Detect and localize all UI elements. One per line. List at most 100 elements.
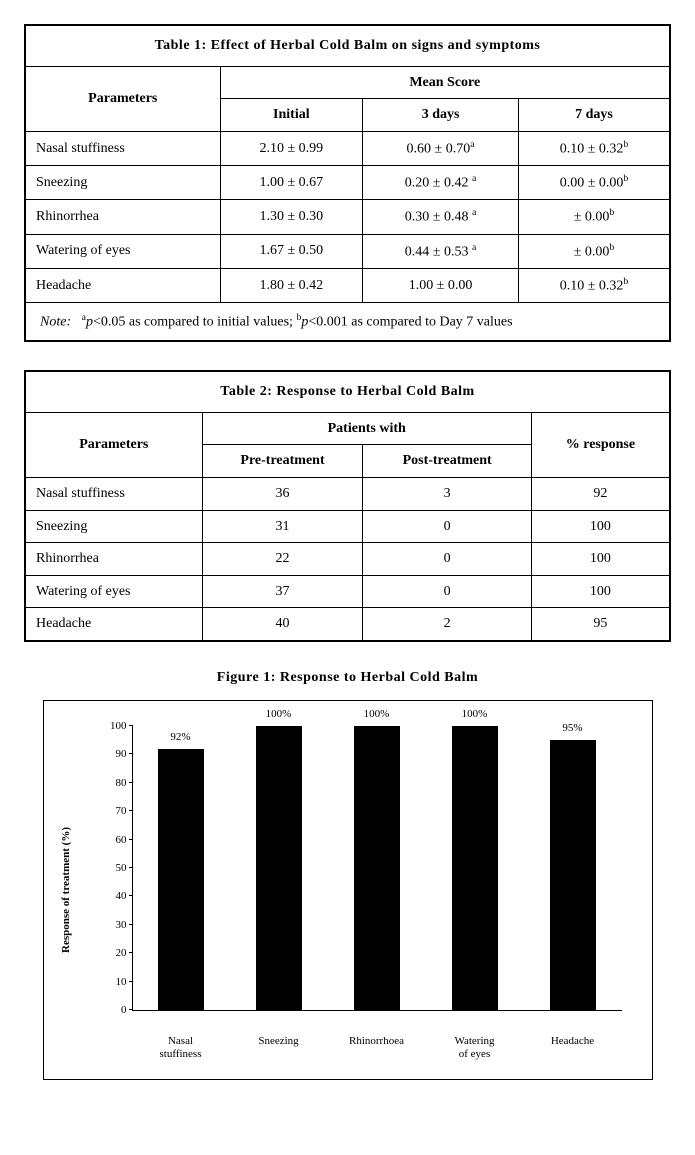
table-2-col-pre: Pre-treatment <box>202 445 363 478</box>
bar-slot: 100% <box>328 726 426 1011</box>
figure-1-yaxis-title: Response of treatment (%) <box>60 827 72 953</box>
cell-resp: 100 <box>531 575 669 608</box>
ytick-label: 10 <box>89 976 127 988</box>
bar-slot: 95% <box>524 726 622 1011</box>
cell-3days: 0.30 ± 0.48 a <box>363 200 519 234</box>
ytick-label: 50 <box>89 862 127 874</box>
cell-3days: 0.20 ± 0.42 a <box>363 166 519 200</box>
xtick-label: Watering of eyes <box>426 1035 524 1061</box>
bar-slot: 100% <box>426 726 524 1011</box>
cell-resp: 95 <box>531 608 669 641</box>
table-2-col-post: Post-treatment <box>363 445 531 478</box>
table-1: Table 1: Effect of Herbal Cold Balm on s… <box>24 24 671 342</box>
cell-7days: ± 0.00b <box>519 200 670 234</box>
table-2-table: Table 2: Response to Herbal Cold Balm Pa… <box>25 371 670 641</box>
table-row: Nasal stuffiness36392 <box>26 478 670 511</box>
note-label: Note: <box>40 315 71 330</box>
cell-post: 0 <box>363 575 531 608</box>
bar-slot: 92% <box>132 726 230 1011</box>
note-text-b: <0.001 as compared to Day 7 values <box>308 315 512 330</box>
cell-7days: 0.10 ± 0.32b <box>519 268 670 302</box>
table-2-header-row-1: Parameters Patients with % response <box>26 412 670 445</box>
cell-pre: 40 <box>202 608 363 641</box>
ytick-label: 0 <box>89 1004 127 1016</box>
table-row: Rhinorrhea220100 <box>26 543 670 576</box>
param-cell: Watering of eyes <box>26 575 203 608</box>
table-2-param-header: Parameters <box>26 412 203 477</box>
bar-value-label: 95% <box>562 722 582 734</box>
table-row: Nasal stuffiness2.10 ± 0.990.60 ± 0.70a0… <box>26 131 670 165</box>
cell-pre: 36 <box>202 478 363 511</box>
bar: 100% <box>256 726 302 1011</box>
table-1-table: Table 1: Effect of Herbal Cold Balm on s… <box>25 25 670 341</box>
cell-7days: 0.00 ± 0.00b <box>519 166 670 200</box>
table-2-resp-header: % response <box>531 412 669 477</box>
figure-1-title: Figure 1: Response to Herbal Cold Balm <box>24 670 671 686</box>
bar: 100% <box>354 726 400 1011</box>
table-2-group-header: Patients with <box>202 412 531 445</box>
table-1-col-initial: Initial <box>220 99 363 132</box>
table-1-title-row: Table 1: Effect of Herbal Cold Balm on s… <box>26 26 670 67</box>
ytick-label: 90 <box>89 748 127 760</box>
cell-3days: 1.00 ± 0.00 <box>363 268 519 302</box>
param-cell: Nasal stuffiness <box>26 131 221 165</box>
ytick-label: 40 <box>89 890 127 902</box>
figure-1-xlabels: Nasal stuffinessSneezingRhinorrhoeaWater… <box>132 1035 622 1061</box>
figure-1-plot-area: 0102030405060708090100 92%100%100%100%95… <box>132 726 622 1011</box>
cell-7days: 0.10 ± 0.32b <box>519 131 670 165</box>
cell-post: 3 <box>363 478 531 511</box>
cell-resp: 92 <box>531 478 669 511</box>
bar-slot: 100% <box>230 726 328 1011</box>
table-2: Table 2: Response to Herbal Cold Balm Pa… <box>24 370 671 642</box>
bar-value-label: 100% <box>266 708 292 720</box>
cell-post: 0 <box>363 543 531 576</box>
param-cell: Rhinorrhea <box>26 543 203 576</box>
xtick-label: Rhinorrhoea <box>328 1035 426 1061</box>
table-1-col-3days: 3 days <box>363 99 519 132</box>
ytick-label: 70 <box>89 805 127 817</box>
table-row: Rhinorrhea1.30 ± 0.300.30 ± 0.48 a± 0.00… <box>26 200 670 234</box>
table-row: Headache40295 <box>26 608 670 641</box>
cell-post: 0 <box>363 510 531 543</box>
param-cell: Headache <box>26 608 203 641</box>
cell-pre: 31 <box>202 510 363 543</box>
cell-initial: 1.80 ± 0.42 <box>220 268 363 302</box>
xtick-label: Headache <box>524 1035 622 1061</box>
table-row: Watering of eyes1.67 ± 0.500.44 ± 0.53 a… <box>26 234 670 268</box>
bar: 95% <box>550 740 596 1011</box>
cell-initial: 1.00 ± 0.67 <box>220 166 363 200</box>
cell-3days: 0.60 ± 0.70a <box>363 131 519 165</box>
ytick-label: 20 <box>89 947 127 959</box>
cell-resp: 100 <box>531 510 669 543</box>
cell-post: 2 <box>363 608 531 641</box>
cell-pre: 22 <box>202 543 363 576</box>
table-1-note-row: Note: ap<0.05 as compared to initial val… <box>26 303 670 341</box>
table-row: Headache1.80 ± 0.421.00 ± 0.000.10 ± 0.3… <box>26 268 670 302</box>
cell-pre: 37 <box>202 575 363 608</box>
param-cell: Sneezing <box>26 166 221 200</box>
table-2-title: Table 2: Response to Herbal Cold Balm <box>26 372 670 413</box>
param-cell: Rhinorrhea <box>26 200 221 234</box>
cell-7days: ± 0.00b <box>519 234 670 268</box>
table-1-note: Note: ap<0.05 as compared to initial val… <box>26 303 670 341</box>
table-1-header-row-1: Parameters Mean Score <box>26 66 670 99</box>
bar: 92% <box>158 749 204 1011</box>
bar: 100% <box>452 726 498 1011</box>
bar-value-label: 100% <box>462 708 488 720</box>
table-1-title: Table 1: Effect of Herbal Cold Balm on s… <box>26 26 670 67</box>
table-1-param-header: Parameters <box>26 66 221 131</box>
xtick-label: Nasal stuffiness <box>132 1035 230 1061</box>
param-cell: Headache <box>26 268 221 302</box>
ytick-label: 80 <box>89 777 127 789</box>
bar-value-label: 100% <box>364 708 390 720</box>
cell-initial: 2.10 ± 0.99 <box>220 131 363 165</box>
cell-3days: 0.44 ± 0.53 a <box>363 234 519 268</box>
cell-initial: 1.30 ± 0.30 <box>220 200 363 234</box>
figure-1-chart: Response of treatment (%) 01020304050607… <box>43 700 653 1080</box>
cell-resp: 100 <box>531 543 669 576</box>
table-row: Sneezing1.00 ± 0.670.20 ± 0.42 a0.00 ± 0… <box>26 166 670 200</box>
ytick-label: 30 <box>89 919 127 931</box>
cell-initial: 1.67 ± 0.50 <box>220 234 363 268</box>
param-cell: Nasal stuffiness <box>26 478 203 511</box>
table-row: Watering of eyes370100 <box>26 575 670 608</box>
